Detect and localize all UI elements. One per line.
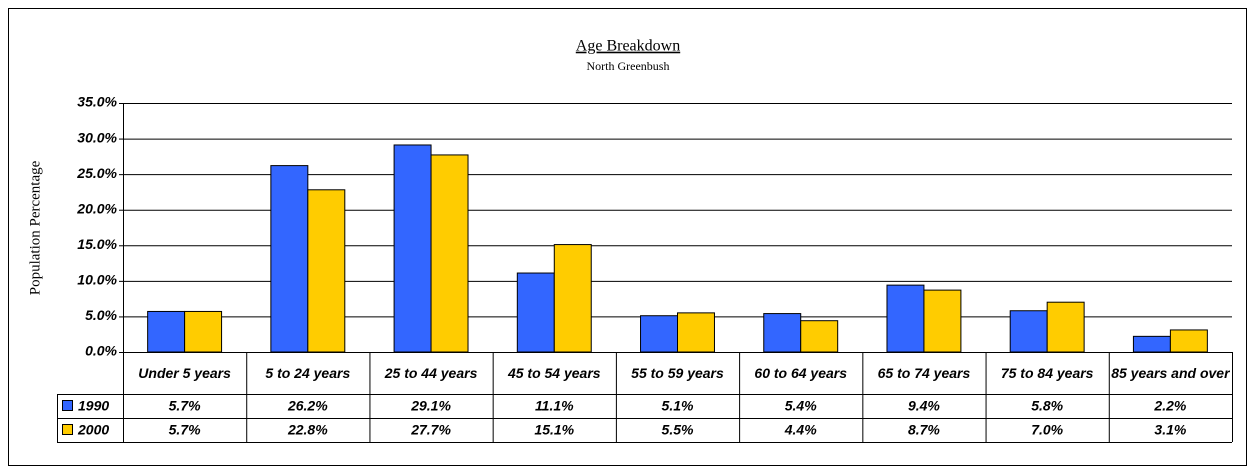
legend-key [62, 424, 73, 435]
x-tick-label: 60 to 64 years [754, 364, 848, 381]
x-tick-label-box: Under 5 years [138, 364, 231, 381]
bar [923, 289, 962, 353]
x-tick-label-box: 75 to 84 years [1000, 364, 1094, 381]
data-label: 5.4% [785, 398, 817, 414]
data-label: 4.4% [784, 422, 817, 438]
data-label: 5.7% [169, 398, 201, 414]
bar [147, 310, 186, 353]
bar [677, 312, 715, 353]
bar [886, 284, 925, 353]
x-tick-label-box: 45 to 54 years [507, 364, 601, 381]
data-label: 5.8% [1031, 398, 1063, 414]
bar [800, 320, 839, 353]
y-axis-label: Population Percentage [27, 160, 43, 295]
x-tick-label-box: 85 years and over [1111, 364, 1230, 381]
y-tick-label: 0.0% [85, 343, 117, 359]
data-label: 22.8% [287, 422, 328, 438]
bar [516, 272, 555, 353]
x-tick-label: 55 to 59 years [631, 364, 724, 381]
x-tick-label-box: 25 to 44 years [384, 364, 478, 381]
data-label: 29.1% [410, 398, 451, 414]
bar [553, 244, 592, 353]
data-label: 3.1% [1154, 422, 1186, 438]
bar [393, 144, 432, 353]
y-tick-label: 35.0% [77, 94, 117, 110]
x-tick-label-box: 5 to 24 years [265, 364, 351, 381]
bar [184, 310, 223, 353]
bar [307, 189, 346, 353]
data-label: 8.7% [908, 422, 940, 438]
data-label: 5.1% [662, 398, 694, 414]
data-label: 15.1% [534, 422, 574, 438]
legend-key [62, 400, 73, 411]
x-tick-label: 75 to 84 years [1000, 364, 1094, 381]
y-tick-label: 5.0% [85, 307, 117, 323]
y-tick-label: 25.0% [76, 165, 117, 181]
data-label: 27.7% [410, 422, 451, 438]
chart-border [8, 8, 1247, 466]
x-tick-label: Under 5 years [138, 364, 231, 381]
x-tick-label: 85 years and over [1111, 364, 1230, 381]
bar [430, 154, 469, 353]
x-tick-label-box: 65 to 74 years [877, 364, 971, 381]
legend-label: 1990 [78, 398, 109, 414]
data-label: 5.5% [662, 422, 694, 438]
x-tick-label: 65 to 74 years [877, 364, 971, 381]
chart-subtitle: North Greenbush [587, 59, 670, 73]
bar [1132, 335, 1171, 353]
bar [640, 315, 678, 353]
chart-title: Age Breakdown [576, 38, 680, 55]
data-label: 7.0% [1031, 422, 1063, 438]
bar [1009, 310, 1048, 353]
data-label: 5.7% [169, 422, 201, 438]
bar [1169, 329, 1208, 353]
bar [1046, 301, 1085, 353]
bar [270, 165, 309, 353]
x-tick-label-box: 55 to 59 years [631, 364, 724, 381]
y-tick-label: 15.0% [77, 236, 117, 252]
legend-label: 2000 [77, 422, 109, 438]
y-tick-label: 30.0% [77, 129, 117, 145]
data-label: 2.2% [1153, 398, 1186, 414]
data-label: 9.4% [908, 398, 940, 414]
x-tick-label-box: 60 to 64 years [754, 364, 848, 381]
bar [763, 313, 802, 353]
x-tick-label: 45 to 54 years [507, 364, 601, 381]
y-tick-label: 20.0% [76, 200, 117, 216]
data-label: 26.2% [287, 398, 328, 414]
x-tick-label: 5 to 24 years [265, 364, 351, 381]
data-label: 11.1% [535, 398, 574, 414]
x-tick-label: 25 to 44 years [384, 364, 478, 381]
y-tick-label: 10.0% [77, 272, 117, 288]
